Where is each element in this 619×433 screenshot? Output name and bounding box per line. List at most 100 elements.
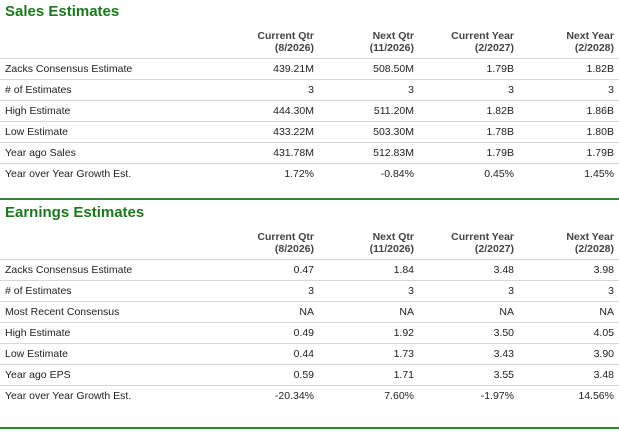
table-row: Low Estimate 433.22M 503.30M 1.78B 1.80B — [0, 120, 619, 142]
cell-value: 3.43 — [420, 342, 520, 364]
cell-value: 3.90 — [520, 342, 619, 364]
cell-value: 1.72% — [200, 162, 320, 184]
table-row: Most Recent Consensus NA NA NA NA — [0, 300, 619, 322]
earnings-estimates-section: Earnings Estimates Current Qtr (8/2026) … — [0, 201, 619, 406]
cell-value: 3.48 — [420, 258, 520, 280]
row-label: Low Estimate — [0, 120, 200, 142]
cell-value: 511.20M — [320, 99, 420, 121]
row-label: Year ago Sales — [0, 141, 200, 163]
cell-value: 1.45% — [520, 162, 619, 184]
cell-value: 1.79B — [420, 57, 520, 79]
header-line2: (11/2026) — [369, 41, 414, 54]
cell-value: 1.82B — [420, 99, 520, 121]
cell-value: 3.50 — [420, 321, 520, 343]
table-row: # of Estimates 3 3 3 3 — [0, 78, 619, 100]
earnings-header-current-qtr: Current Qtr (8/2026) — [200, 221, 320, 259]
cell-value: 0.49 — [200, 321, 320, 343]
cell-value: 1.82B — [520, 57, 619, 79]
header-line2: (2/2027) — [474, 41, 514, 54]
cell-value: 1.86B — [520, 99, 619, 121]
cell-value: 3 — [200, 78, 320, 100]
cell-value: 508.50M — [320, 57, 420, 79]
earnings-estimates-title: Earnings Estimates — [5, 204, 145, 221]
cell-value: 4.05 — [520, 321, 619, 343]
cell-value: -0.84% — [320, 162, 420, 184]
cell-value: 1.92 — [320, 321, 420, 343]
sales-estimates-section: Sales Estimates Current Qtr (8/2026) Nex… — [0, 0, 619, 184]
table-row: Year over Year Growth Est. 1.72% -0.84% … — [0, 162, 619, 184]
cell-value: 3 — [520, 279, 619, 301]
earnings-header-row: Current Qtr (8/2026) Next Qtr (11/2026) … — [0, 221, 619, 259]
sales-estimates-title: Sales Estimates — [5, 3, 120, 20]
cell-value: 0.59 — [200, 363, 320, 385]
row-label: High Estimate — [0, 99, 200, 121]
table-row: Low Estimate 0.44 1.73 3.43 3.90 — [0, 342, 619, 364]
header-line2: (2/2027) — [474, 242, 514, 255]
cell-value: 3 — [420, 279, 520, 301]
earnings-estimates-table: Current Qtr (8/2026) Next Qtr (11/2026) … — [0, 221, 619, 406]
cell-value: NA — [520, 300, 619, 322]
cell-value: 7.60% — [320, 384, 420, 406]
earnings-header-current-year: Current Year (2/2027) — [420, 221, 520, 259]
sales-estimates-table: Current Qtr (8/2026) Next Qtr (11/2026) … — [0, 20, 619, 184]
cell-value: 3.98 — [520, 258, 619, 280]
cell-value: NA — [420, 300, 520, 322]
header-line2: (11/2026) — [369, 242, 414, 255]
cell-value: 3 — [200, 279, 320, 301]
earnings-header-next-qtr: Next Qtr (11/2026) — [320, 221, 420, 259]
cell-value: 3 — [420, 78, 520, 100]
cell-value: 3 — [320, 279, 420, 301]
table-row: High Estimate 0.49 1.92 3.50 4.05 — [0, 321, 619, 343]
row-label: Most Recent Consensus — [0, 300, 200, 322]
cell-value: 0.47 — [200, 258, 320, 280]
cell-value: 433.22M — [200, 120, 320, 142]
cell-value: -20.34% — [200, 384, 320, 406]
row-label: # of Estimates — [0, 78, 200, 100]
cell-value: 444.30M — [200, 99, 320, 121]
table-row: Year ago Sales 431.78M 512.83M 1.79B 1.7… — [0, 141, 619, 163]
row-label: Year over Year Growth Est. — [0, 384, 200, 406]
row-label: # of Estimates — [0, 279, 200, 301]
cell-value: 3 — [520, 78, 619, 100]
header-line1: Next Year — [566, 230, 614, 243]
cell-value: 1.84 — [320, 258, 420, 280]
cell-value: 1.80B — [520, 120, 619, 142]
sales-header-current-year: Current Year (2/2027) — [420, 20, 520, 58]
header-line1: Current Qtr — [257, 230, 314, 243]
table-row: # of Estimates 3 3 3 3 — [0, 279, 619, 301]
table-row: Year over Year Growth Est. -20.34% 7.60%… — [0, 384, 619, 406]
cell-value: 1.79B — [520, 141, 619, 163]
header-line1: Current Year — [451, 29, 514, 42]
cell-value: 1.79B — [420, 141, 520, 163]
cell-value: 1.78B — [420, 120, 520, 142]
earnings-divider — [0, 427, 619, 429]
cell-value: -1.97% — [420, 384, 520, 406]
header-line2: (8/2026) — [274, 242, 314, 255]
sales-header-current-qtr: Current Qtr (8/2026) — [200, 20, 320, 58]
row-label: Low Estimate — [0, 342, 200, 364]
cell-value: 3 — [320, 78, 420, 100]
sales-header-row: Current Qtr (8/2026) Next Qtr (11/2026) … — [0, 20, 619, 58]
cell-value: 439.21M — [200, 57, 320, 79]
cell-value: 512.83M — [320, 141, 420, 163]
earnings-header-label — [0, 221, 200, 259]
cell-value: 0.44 — [200, 342, 320, 364]
row-label: Zacks Consensus Estimate — [0, 258, 200, 280]
sales-header-next-qtr: Next Qtr (11/2026) — [320, 20, 420, 58]
table-row: Zacks Consensus Estimate 0.47 1.84 3.48 … — [0, 258, 619, 280]
row-label: Year over Year Growth Est. — [0, 162, 200, 184]
cell-value: 1.71 — [320, 363, 420, 385]
row-label: Zacks Consensus Estimate — [0, 57, 200, 79]
cell-value: NA — [200, 300, 320, 322]
earnings-header-next-year: Next Year (2/2028) — [520, 221, 619, 259]
header-line1: Current Qtr — [257, 29, 314, 42]
table-row: Zacks Consensus Estimate 439.21M 508.50M… — [0, 57, 619, 79]
table-row: Year ago EPS 0.59 1.71 3.55 3.48 — [0, 363, 619, 385]
cell-value: 1.73 — [320, 342, 420, 364]
cell-value: 431.78M — [200, 141, 320, 163]
header-line1: Current Year — [451, 230, 514, 243]
header-line1: Next Year — [566, 29, 614, 42]
header-line1: Next Qtr — [372, 230, 414, 243]
sales-header-label — [0, 20, 200, 58]
cell-value: NA — [320, 300, 420, 322]
